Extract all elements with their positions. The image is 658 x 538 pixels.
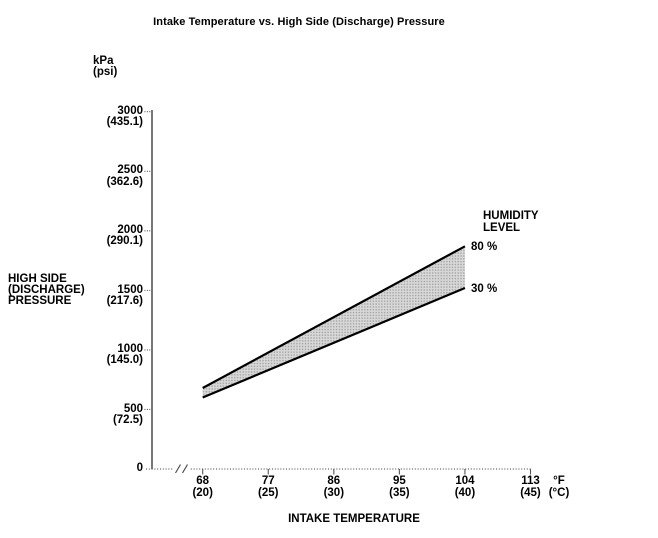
- humidity-30-label: 30 %: [471, 283, 498, 295]
- x-tick-label: 86 (30): [323, 475, 345, 499]
- y-tick-label: 2000 (290.1): [106, 224, 143, 248]
- y-tick-label: 0: [136, 462, 143, 475]
- y-axis-unit-secondary: (psi): [93, 66, 118, 78]
- humidity-30-line: [202, 286, 466, 399]
- humidity-80-label: 80 %: [471, 241, 498, 253]
- x-axis-title: INTAKE TEMPERATURE: [288, 513, 420, 525]
- x-axis-unit-secondary: (°C): [548, 486, 570, 499]
- y-tick-label: 3000 (435.1): [106, 104, 143, 129]
- y-axis-title: HIGH SIDE (DISCHARGE) PRESSURE: [8, 273, 85, 307]
- x-tick-label: 104 (40): [454, 475, 476, 499]
- chart-title: Intake Temperature vs. High Side (Discha…: [153, 16, 445, 28]
- y-tick-label: 1500 (217.6): [106, 283, 143, 307]
- y-tick-label: 1000 (145.0): [106, 343, 143, 367]
- humidity-legend-title: HUMIDITY LEVEL: [483, 210, 539, 234]
- x-axis-break: [173, 464, 190, 474]
- x-tick-label: 113 (45): [520, 475, 541, 499]
- humidity-band-area: [202, 246, 465, 398]
- y-tick-label: 2500 (362.6): [106, 164, 143, 188]
- humidity-80-line: [202, 245, 466, 389]
- x-axis-unit-primary: °F: [553, 475, 565, 487]
- x-tick-label: 95 (35): [389, 475, 410, 499]
- y-tick-label: 500 (72.5): [112, 402, 143, 426]
- y-axis-unit-primary: kPa: [93, 55, 114, 67]
- x-tick-label: 68 (20): [192, 475, 213, 499]
- axis-ticks: [144, 111, 532, 475]
- x-axis-unit-label: °F (°C): [548, 475, 570, 499]
- y-axis-unit-label: kPa (psi): [93, 55, 118, 78]
- x-tick-label: 77 (25): [258, 475, 279, 499]
